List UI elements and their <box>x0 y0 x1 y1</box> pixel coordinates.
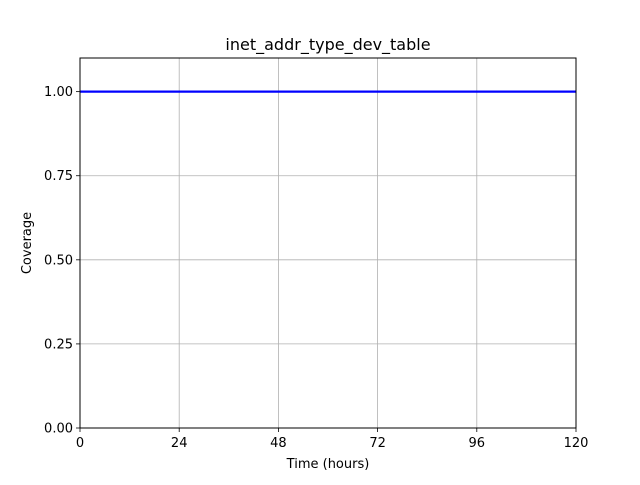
y-tick-label: 0.75 <box>44 169 73 184</box>
x-tick-label: 96 <box>469 436 486 451</box>
x-tick-label: 0 <box>76 436 84 451</box>
y-tick-label: 0.00 <box>44 422 73 437</box>
x-tick-label: 72 <box>369 436 386 451</box>
plot-area-background <box>80 58 576 428</box>
x-tick-label: 24 <box>171 436 188 451</box>
y-tick-label: 1.00 <box>44 85 73 100</box>
x-tick-label: 48 <box>270 436 287 451</box>
plot-area-frame <box>79 57 577 429</box>
axis-ticks: 0 24 48 72 96 120 0.00 0.25 0.50 0.75 1.00 <box>44 85 588 451</box>
x-tick-label: 120 <box>564 436 589 451</box>
y-axis-label: Coverage <box>20 212 35 274</box>
x-axis-label: Time (hours) <box>286 457 370 472</box>
y-tick-label: 0.25 <box>44 337 73 352</box>
chart-title: inet_addr_type_dev_table <box>225 35 430 55</box>
y-tick-label: 0.50 <box>44 253 73 268</box>
